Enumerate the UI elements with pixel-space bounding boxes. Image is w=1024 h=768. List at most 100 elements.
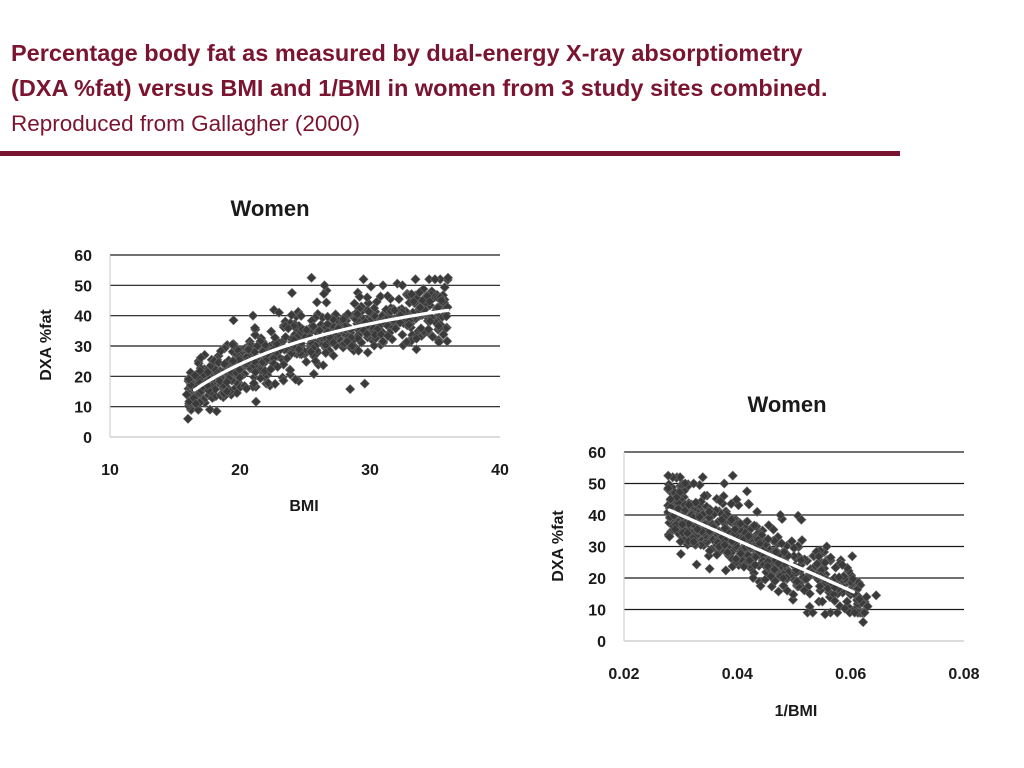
data-point xyxy=(241,383,252,394)
data-point xyxy=(424,296,435,307)
data-point xyxy=(738,561,749,572)
title-line-2: (DXA %fat) versus BMI and 1/BMI in women… xyxy=(11,75,828,101)
data-point xyxy=(350,314,361,325)
data-point xyxy=(735,518,746,529)
data-point xyxy=(358,274,369,285)
data-point xyxy=(719,539,730,551)
data-point xyxy=(817,596,828,607)
data-point xyxy=(704,563,715,574)
data-point xyxy=(393,294,404,305)
data-point xyxy=(829,595,840,606)
x-tick-label: 10 xyxy=(101,462,119,479)
data-point xyxy=(247,310,259,321)
y-tick-label: 20 xyxy=(588,571,606,588)
data-point xyxy=(800,574,812,585)
x-axis-label: 1/BMI xyxy=(775,703,818,720)
data-point xyxy=(804,588,815,599)
data-point xyxy=(692,524,703,535)
data-point xyxy=(825,607,836,618)
data-point xyxy=(820,609,831,620)
data-point xyxy=(716,514,727,525)
data-point xyxy=(664,531,675,542)
data-point xyxy=(319,280,330,291)
data-point xyxy=(280,332,291,343)
data-point xyxy=(296,310,307,321)
data-point xyxy=(834,572,845,583)
data-point xyxy=(847,573,858,584)
data-point xyxy=(359,378,370,389)
data-point xyxy=(776,538,787,549)
data-point xyxy=(726,514,737,525)
data-point xyxy=(796,514,807,525)
data-point xyxy=(748,572,759,583)
data-point xyxy=(741,486,752,497)
data-point xyxy=(221,386,233,397)
data-point xyxy=(263,377,274,389)
y-tick-label: 40 xyxy=(74,309,92,326)
data-point xyxy=(320,347,331,358)
data-point xyxy=(788,589,799,600)
data-point xyxy=(403,319,415,330)
data-point xyxy=(858,617,869,628)
data-point xyxy=(807,607,818,618)
data-point xyxy=(675,536,686,547)
data-point xyxy=(270,378,281,389)
data-point xyxy=(763,520,774,531)
data-point xyxy=(272,361,283,372)
data-point xyxy=(715,496,726,507)
y-axis-label: DXA %fat xyxy=(550,510,567,582)
x-tick-label: 30 xyxy=(361,462,379,479)
data-point xyxy=(708,522,719,533)
title-divider xyxy=(0,151,900,156)
data-point xyxy=(834,601,845,612)
data-point xyxy=(775,509,786,521)
data-point xyxy=(814,581,825,592)
data-point xyxy=(416,323,427,334)
data-point xyxy=(433,320,444,331)
data-point xyxy=(204,404,215,415)
data-point xyxy=(360,317,371,328)
data-point xyxy=(321,297,332,308)
data-point xyxy=(249,322,260,333)
data-point xyxy=(347,340,358,352)
data-point xyxy=(215,345,226,357)
data-point xyxy=(290,374,301,385)
data-point xyxy=(301,325,312,336)
data-point xyxy=(680,478,691,489)
data-point xyxy=(862,601,873,612)
x-tick-label: 20 xyxy=(231,462,249,479)
y-tick-label: 60 xyxy=(74,248,92,265)
data-point xyxy=(719,478,730,489)
data-point xyxy=(744,555,755,566)
data-point xyxy=(423,324,434,335)
data-point xyxy=(821,541,832,552)
title-line-3: Reproduced from Gallagher (2000) xyxy=(11,111,360,136)
data-point xyxy=(411,333,422,344)
data-point xyxy=(743,531,754,542)
y-tick-label: 20 xyxy=(74,369,92,386)
data-point xyxy=(311,297,322,308)
data-point xyxy=(663,470,674,481)
y-tick-label: 50 xyxy=(588,477,606,494)
data-point xyxy=(214,376,225,387)
data-point xyxy=(294,344,305,355)
data-point xyxy=(288,321,299,332)
data-point xyxy=(392,278,403,289)
data-point xyxy=(427,331,438,342)
data-point xyxy=(704,545,715,556)
y-tick-label: 10 xyxy=(74,400,92,417)
y-tick-label: 60 xyxy=(588,445,606,462)
data-point xyxy=(266,326,277,337)
data-point xyxy=(211,406,222,417)
data-point xyxy=(306,272,317,283)
data-point xyxy=(773,586,784,597)
data-point xyxy=(779,547,790,558)
data-point xyxy=(720,565,731,576)
data-point xyxy=(819,557,830,568)
x-tick-label: 0.04 xyxy=(722,666,753,683)
data-point xyxy=(782,585,793,596)
data-point xyxy=(778,573,789,584)
data-point xyxy=(328,337,339,348)
data-point xyxy=(183,374,194,385)
